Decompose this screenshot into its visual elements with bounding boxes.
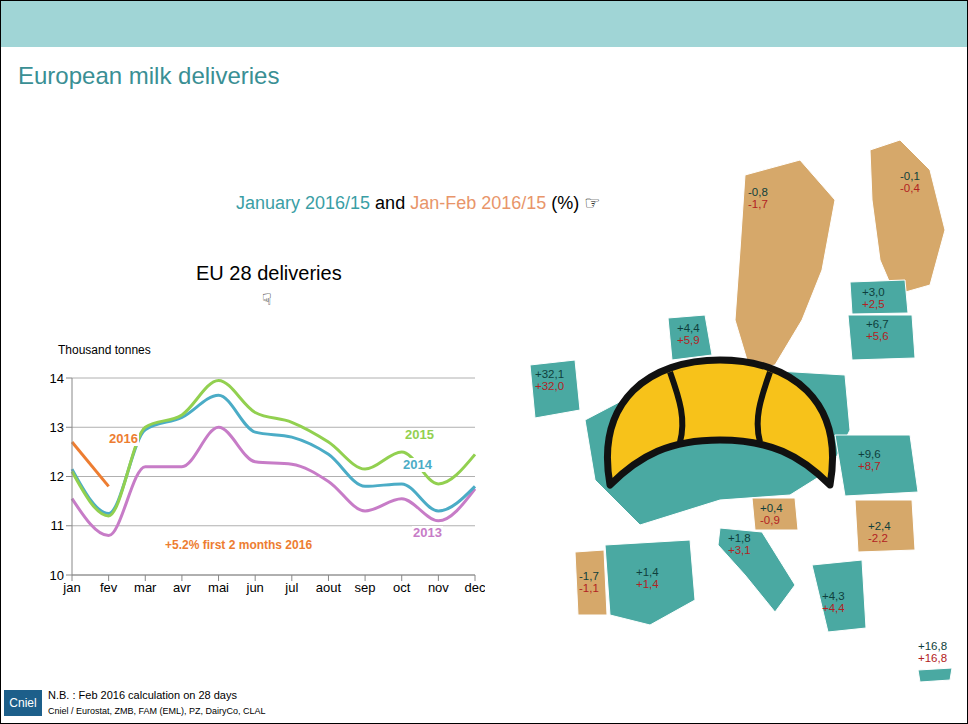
svg-text:sep: sep <box>355 580 376 595</box>
svg-text:+4,4: +4,4 <box>677 322 700 334</box>
svg-text:fev: fev <box>100 580 118 595</box>
svg-text:-0,9: -0,9 <box>760 514 780 526</box>
html-text:N.B. : Feb 2016 calculation on: N.B. : Feb 2016 calculation on 28 days <box>48 689 237 701</box>
svg-text:+5,9: +5,9 <box>677 334 700 346</box>
html-text:+5.2% first 2 months 2016: +5.2% first 2 months 2016 <box>165 538 313 552</box>
svg-text:avr: avr <box>173 580 192 595</box>
svg-text:dec: dec <box>465 580 485 595</box>
html-text:European milk deliveries: European milk deliveries <box>18 62 280 89</box>
svg-text:-1,1: -1,1 <box>579 582 599 594</box>
svg-text:+3,0: +3,0 <box>862 286 885 298</box>
svg-text:-0,4: -0,4 <box>900 182 920 194</box>
svg-text:+1,4: +1,4 <box>636 566 659 578</box>
svg-text:-1,7: -1,7 <box>748 198 768 210</box>
svg-text:jan: jan <box>62 580 80 595</box>
svg-text:-0,1: -0,1 <box>900 170 920 182</box>
html-text:EU 28 deliveries: EU 28 deliveries <box>196 262 342 284</box>
svg-text:+2,4: +2,4 <box>868 520 891 532</box>
svg-text:jul: jul <box>284 580 298 595</box>
svg-text:-0,8: -0,8 <box>748 186 768 198</box>
svg-text:12: 12 <box>50 469 64 484</box>
svg-text:+1,8: +1,8 <box>728 532 751 544</box>
svg-text:14: 14 <box>50 371 64 386</box>
html-text:Thousand tonnes: Thousand tonnes <box>58 343 151 357</box>
svg-text:+32,0: +32,0 <box>535 380 564 392</box>
svg-text:-1,7: -1,7 <box>579 570 599 582</box>
svg-text:+8,7: +8,7 <box>858 460 881 472</box>
svg-text:+3,1: +3,1 <box>728 544 751 556</box>
svg-text:11: 11 <box>51 518 65 533</box>
svg-text:+4,3: +4,3 <box>822 590 845 602</box>
svg-text:+0,4: +0,4 <box>760 502 783 514</box>
svg-text:+6,7: +6,7 <box>866 318 889 330</box>
svg-text:+4,4: +4,4 <box>822 602 845 614</box>
svg-text:13: 13 <box>50 420 64 435</box>
svg-text:10: 10 <box>50 568 64 583</box>
svg-text:jun: jun <box>246 580 264 595</box>
svg-text:+16,8: +16,8 <box>918 652 947 664</box>
svg-text:+16,8: +16,8 <box>918 640 947 652</box>
html-text:2015: 2015 <box>405 427 434 442</box>
svg-text:+5,6: +5,6 <box>866 330 889 342</box>
svg-text:nov: nov <box>428 580 449 595</box>
svg-text:+9,6: +9,6 <box>858 448 881 460</box>
svg-text:oct: oct <box>393 580 411 595</box>
html-text:Cniel / Eurostat, ZMB, FAM (EM: Cniel / Eurostat, ZMB, FAM (EML), PZ, Da… <box>48 706 266 716</box>
html-text:2016: 2016 <box>109 431 138 446</box>
html-text:January 2016/15 and Jan-Feb 20: January 2016/15 and Jan-Feb 2016/15 (%) … <box>236 193 601 213</box>
svg-text:aout: aout <box>316 580 342 595</box>
html-text:2014: 2014 <box>403 457 432 472</box>
html-text:2013: 2013 <box>413 525 442 540</box>
svg-text:+1,4: +1,4 <box>636 578 659 590</box>
svg-text:-2,2: -2,2 <box>868 532 888 544</box>
svg-text:mai: mai <box>208 580 229 595</box>
svg-text:mar: mar <box>134 580 157 595</box>
svg-text:+32,1: +32,1 <box>535 368 564 380</box>
html-text:Cniel: Cniel <box>9 696 37 710</box>
svg-text:+2,5: +2,5 <box>862 298 885 310</box>
